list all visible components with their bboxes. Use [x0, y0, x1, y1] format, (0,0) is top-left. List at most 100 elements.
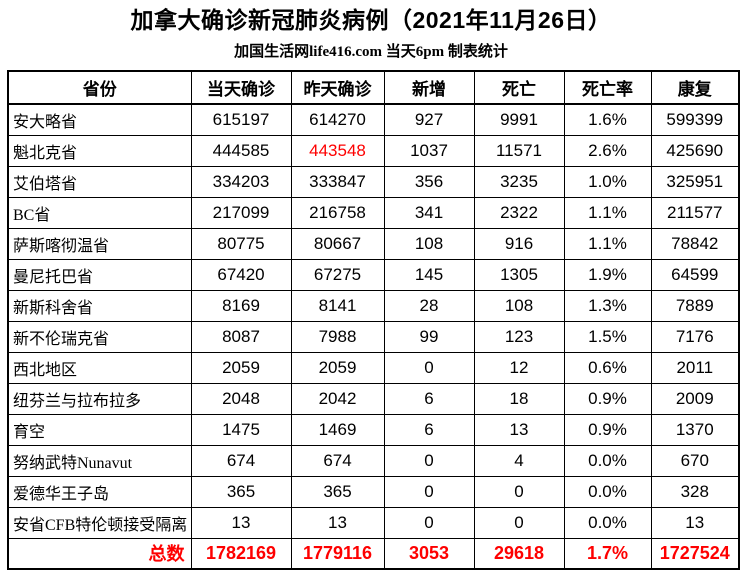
recovered-cell: 2011 [650, 351, 740, 384]
death-rate-cell: 0.6% [563, 351, 652, 384]
new-cases-cell: 28 [383, 289, 475, 322]
yesterday-confirmed-cell: 674 [290, 444, 385, 477]
recovered-cell: 78842 [650, 227, 740, 260]
table-row: 育空 1475 1469 6 13 0.9% 1370 [7, 413, 740, 446]
yesterday-confirmed-cell: 13 [290, 506, 385, 539]
deaths-cell: 4 [473, 444, 565, 477]
new-cases-cell: 927 [383, 103, 475, 136]
column-header-death-rate: 死亡率 [563, 70, 652, 105]
total-new-cases: 3053 [383, 537, 475, 570]
recovered-cell: 7889 [650, 289, 740, 322]
new-cases-cell: 341 [383, 196, 475, 229]
page-title: 加拿大确诊新冠肺炎病例（2021年11月26日） [130, 7, 612, 33]
recovered-cell: 599399 [650, 103, 740, 136]
death-rate-cell: 1.0% [563, 165, 652, 198]
column-header-yesterday-confirmed: 昨天确诊 [290, 70, 385, 105]
total-label: 总数 [7, 537, 192, 570]
table-row: 纽芬兰与拉布拉多 2048 2042 6 18 0.9% 2009 [7, 382, 740, 415]
province-cell: 纽芬兰与拉布拉多 [7, 382, 192, 415]
recovered-cell: 13 [650, 506, 740, 539]
today-confirmed-cell: 13 [190, 506, 292, 539]
death-rate-cell: 1.3% [563, 289, 652, 322]
yesterday-confirmed-cell: 216758 [290, 196, 385, 229]
total-yesterday-confirmed: 1779116 [290, 537, 385, 570]
province-cell: 西北地区 [7, 351, 192, 384]
recovered-cell: 64599 [650, 258, 740, 291]
province-cell: 新斯科舍省 [7, 289, 192, 322]
death-rate-cell: 1.6% [563, 103, 652, 136]
today-confirmed-cell: 8087 [190, 320, 292, 353]
province-cell: BC省 [7, 196, 192, 229]
death-rate-cell: 1.1% [563, 196, 652, 229]
deaths-cell: 12 [473, 351, 565, 384]
province-cell: 萨斯喀彻温省 [7, 227, 192, 260]
today-confirmed-cell: 80775 [190, 227, 292, 260]
total-row: 总数 1782169 1779116 3053 29618 1.7% 1727524 [7, 537, 740, 570]
today-confirmed-cell: 2048 [190, 382, 292, 415]
new-cases-cell: 6 [383, 382, 475, 415]
province-cell: 努纳武特Nunavut [7, 444, 192, 477]
yesterday-confirmed-cell: 80667 [290, 227, 385, 260]
recovered-cell: 670 [650, 444, 740, 477]
table-row: 艾伯塔省 334203 333847 356 3235 1.0% 325951 [7, 165, 740, 198]
death-rate-cell: 0.9% [563, 382, 652, 415]
death-rate-cell: 0.0% [563, 475, 652, 508]
province-cell: 安省CFB特伦顿接受隔离 [7, 506, 192, 539]
yesterday-confirmed-cell: 443548 [290, 134, 385, 167]
death-rate-cell: 1.5% [563, 320, 652, 353]
table-row: 魁北克省 444585 443548 1037 11571 2.6% 425690 [7, 134, 740, 167]
today-confirmed-cell: 2059 [190, 351, 292, 384]
province-cell: 艾伯塔省 [7, 165, 192, 198]
column-header-today-confirmed: 当天确诊 [190, 70, 292, 105]
province-cell: 新不伦瑞克省 [7, 320, 192, 353]
deaths-cell: 916 [473, 227, 565, 260]
province-cell: 安大略省 [7, 103, 192, 136]
today-confirmed-cell: 217099 [190, 196, 292, 229]
recovered-cell: 325951 [650, 165, 740, 198]
table-row: 新斯科舍省 8169 8141 28 108 1.3% 7889 [7, 289, 740, 322]
table-row: 曼尼托巴省 67420 67275 145 1305 1.9% 64599 [7, 258, 740, 291]
total-today-confirmed: 1782169 [190, 537, 292, 570]
death-rate-cell: 1.9% [563, 258, 652, 291]
deaths-cell: 3235 [473, 165, 565, 198]
new-cases-cell: 0 [383, 506, 475, 539]
deaths-cell: 18 [473, 382, 565, 415]
new-cases-cell: 6 [383, 413, 475, 446]
today-confirmed-cell: 615197 [190, 103, 292, 136]
table-row: 安省CFB特伦顿接受隔离 13 13 0 0 0.0% 13 [7, 506, 740, 539]
deaths-cell: 1305 [473, 258, 565, 291]
table-row: 安大略省 615197 614270 927 9991 1.6% 599399 [7, 103, 740, 136]
deaths-cell: 0 [473, 506, 565, 539]
yesterday-confirmed-cell: 2042 [290, 382, 385, 415]
death-rate-cell: 0.0% [563, 506, 652, 539]
province-cell: 爱德华王子岛 [7, 475, 192, 508]
new-cases-cell: 108 [383, 227, 475, 260]
yesterday-confirmed-cell: 333847 [290, 165, 385, 198]
yesterday-confirmed-cell: 2059 [290, 351, 385, 384]
recovered-cell: 211577 [650, 196, 740, 229]
recovered-cell: 7176 [650, 320, 740, 353]
death-rate-cell: 1.1% [563, 227, 652, 260]
recovered-cell: 1370 [650, 413, 740, 446]
province-cell: 魁北克省 [7, 134, 192, 167]
total-death-rate: 1.7% [563, 537, 652, 570]
table-body: 安大略省 615197 614270 927 9991 1.6% 599399 魁北克省 444… [7, 103, 740, 570]
deaths-cell: 0 [473, 475, 565, 508]
column-header-province: 省份 [7, 70, 192, 105]
covid-cases-table: 省份 当天确诊 昨天确诊 新增 死亡 死亡率 康复 安大略省 615197 614270 927 9… [7, 70, 740, 570]
header-row: 省份 当天确诊 昨天确诊 新增 死亡 死亡率 康复 [7, 70, 740, 105]
yesterday-confirmed-cell: 365 [290, 475, 385, 508]
death-rate-cell: 0.0% [563, 444, 652, 477]
table-row: BC省 217099 216758 341 2322 1.1% 211577 [7, 196, 740, 229]
table-row: 西北地区 2059 2059 0 12 0.6% 2011 [7, 351, 740, 384]
today-confirmed-cell: 674 [190, 444, 292, 477]
column-header-new-cases: 新增 [383, 70, 475, 105]
death-rate-cell: 2.6% [563, 134, 652, 167]
new-cases-cell: 0 [383, 475, 475, 508]
column-header-deaths: 死亡 [473, 70, 565, 105]
yesterday-confirmed-cell: 614270 [290, 103, 385, 136]
new-cases-cell: 0 [383, 444, 475, 477]
recovered-cell: 2009 [650, 382, 740, 415]
today-confirmed-cell: 334203 [190, 165, 292, 198]
recovered-cell: 425690 [650, 134, 740, 167]
